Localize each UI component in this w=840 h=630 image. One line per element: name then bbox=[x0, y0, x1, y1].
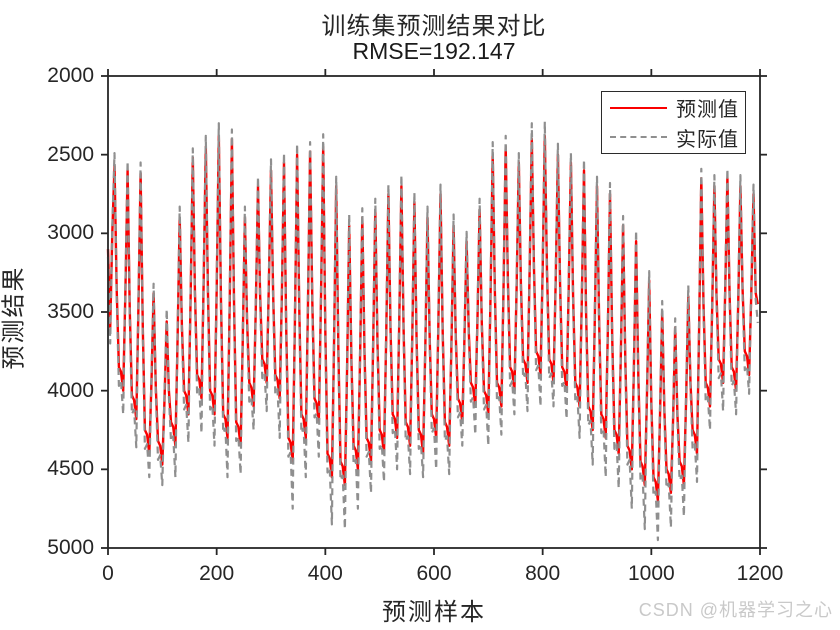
x-axis-label: 预测样本 bbox=[382, 600, 486, 626]
legend-line-sample bbox=[610, 136, 667, 139]
x-tick-label: 400 bbox=[307, 562, 343, 585]
x-tick-label: 800 bbox=[525, 562, 561, 585]
chart-subtitle: RMSE=192.147 bbox=[352, 38, 516, 64]
y-tick-label: 5000 bbox=[47, 536, 94, 559]
y-tick-label: 4000 bbox=[47, 378, 94, 402]
x-tick-label: 1200 bbox=[736, 562, 784, 585]
x-tick-label: 1000 bbox=[627, 562, 675, 585]
y-tick-label: 3500 bbox=[47, 300, 94, 323]
x-tick-label: 600 bbox=[416, 562, 452, 585]
legend-entry-1: 实际值 bbox=[602, 123, 745, 151]
legend-label: 实际值 bbox=[676, 128, 739, 151]
y-tick-label: 2500 bbox=[47, 142, 94, 166]
x-tick-label: 200 bbox=[199, 562, 235, 585]
legend: 预测值 实际值 bbox=[601, 91, 746, 154]
y-tick-label: 3000 bbox=[47, 221, 94, 245]
y-tick-label: 4500 bbox=[47, 457, 94, 481]
x-tick-label: 0 bbox=[102, 562, 114, 585]
legend-line-sample bbox=[610, 106, 667, 109]
watermark: CSDN @机器学习之心 bbox=[638, 600, 833, 620]
y-tick-label: 2000 bbox=[47, 64, 94, 87]
legend-label: 预测值 bbox=[676, 99, 739, 122]
series-line-1 bbox=[106, 120, 759, 542]
y-axis-label: 预测结果 bbox=[1, 265, 28, 370]
legend-entry-0: 预测值 bbox=[602, 94, 745, 122]
chart-title: 训练集预测结果对比 bbox=[321, 14, 547, 40]
